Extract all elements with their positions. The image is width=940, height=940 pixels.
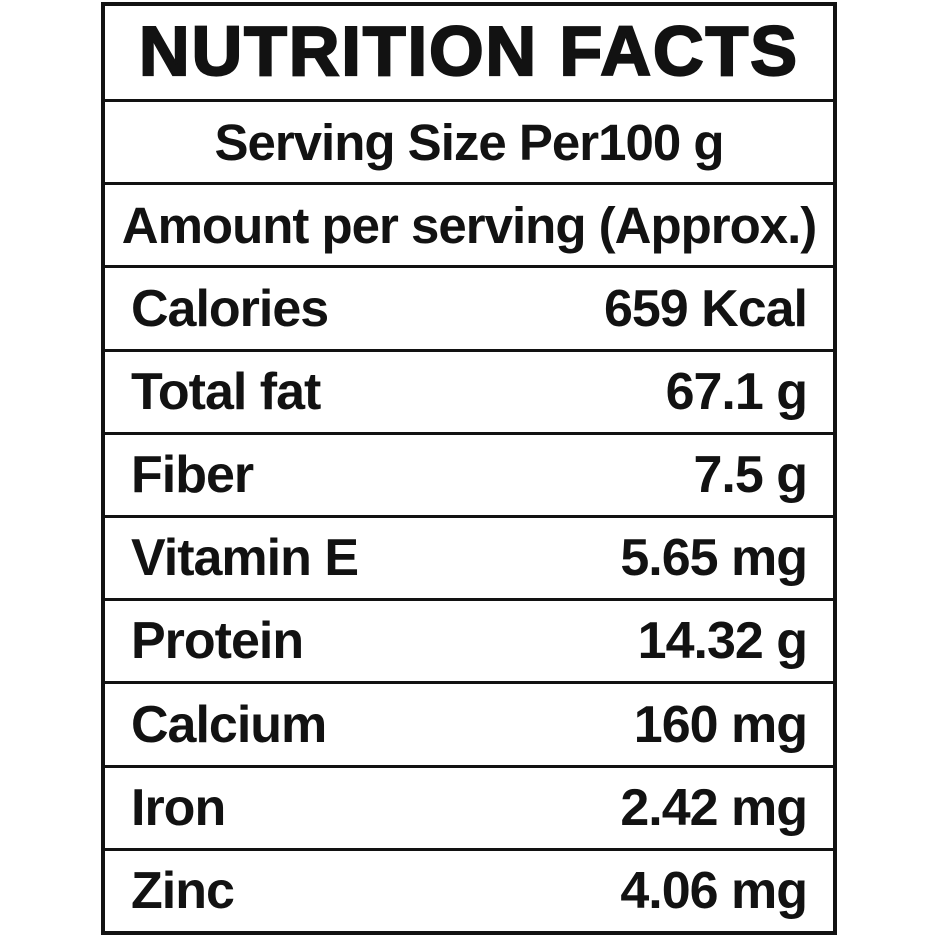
- nutrient-name: Iron: [131, 778, 226, 837]
- serving-size-text: Serving Size Per100 g: [214, 113, 724, 171]
- nutrient-row-vitamin-e: Vitamin E 5.65 mg: [105, 515, 833, 598]
- nutrient-value: 659 Kcal: [603, 279, 808, 338]
- nutrient-name: Zinc: [131, 861, 235, 920]
- nutrient-row-protein: Protein 14.32 g: [105, 598, 833, 681]
- nutrient-value: 7.5 g: [693, 445, 808, 504]
- nutrient-name: Vitamin E: [131, 529, 359, 588]
- nutrient-value: 160 mg: [633, 695, 808, 754]
- amount-per-serving-text: Amount per serving (Approx.): [121, 196, 818, 254]
- amount-per-serving-row: Amount per serving (Approx.): [105, 182, 833, 265]
- nutrient-value: 14.32 g: [637, 612, 808, 671]
- nutrient-name: Protein: [131, 612, 304, 671]
- nutrient-value: 4.06 mg: [620, 861, 808, 920]
- nutrient-name: Total fat: [131, 362, 321, 421]
- nutrient-value: 2.42 mg: [620, 778, 808, 837]
- nutrient-value: 67.1 g: [665, 362, 808, 421]
- nutrient-value: 5.65 mg: [620, 529, 808, 588]
- nutrient-name: Calcium: [131, 695, 327, 754]
- nutrient-row-iron: Iron 2.42 mg: [105, 764, 833, 848]
- nutrient-row-zinc: Zinc 4.06 mg: [105, 847, 833, 931]
- nutrient-row-fiber: Fiber 7.5 g: [105, 431, 833, 515]
- nutrition-facts-label: NUTRITION FACTS Serving Size Per100 g Am…: [101, 2, 837, 935]
- nutrient-name: Fiber: [131, 445, 254, 504]
- nutrient-row-calories: Calories 659 Kcal: [105, 265, 833, 348]
- serving-size-row: Serving Size Per100 g: [105, 99, 833, 182]
- nutrient-row-total-fat: Total fat 67.1 g: [105, 348, 833, 432]
- nutrient-name: Calories: [131, 279, 329, 338]
- label-title: NUTRITION FACTS: [138, 11, 799, 90]
- label-header-row: NUTRITION FACTS: [105, 6, 833, 99]
- nutrient-row-calcium: Calcium 160 mg: [105, 681, 833, 764]
